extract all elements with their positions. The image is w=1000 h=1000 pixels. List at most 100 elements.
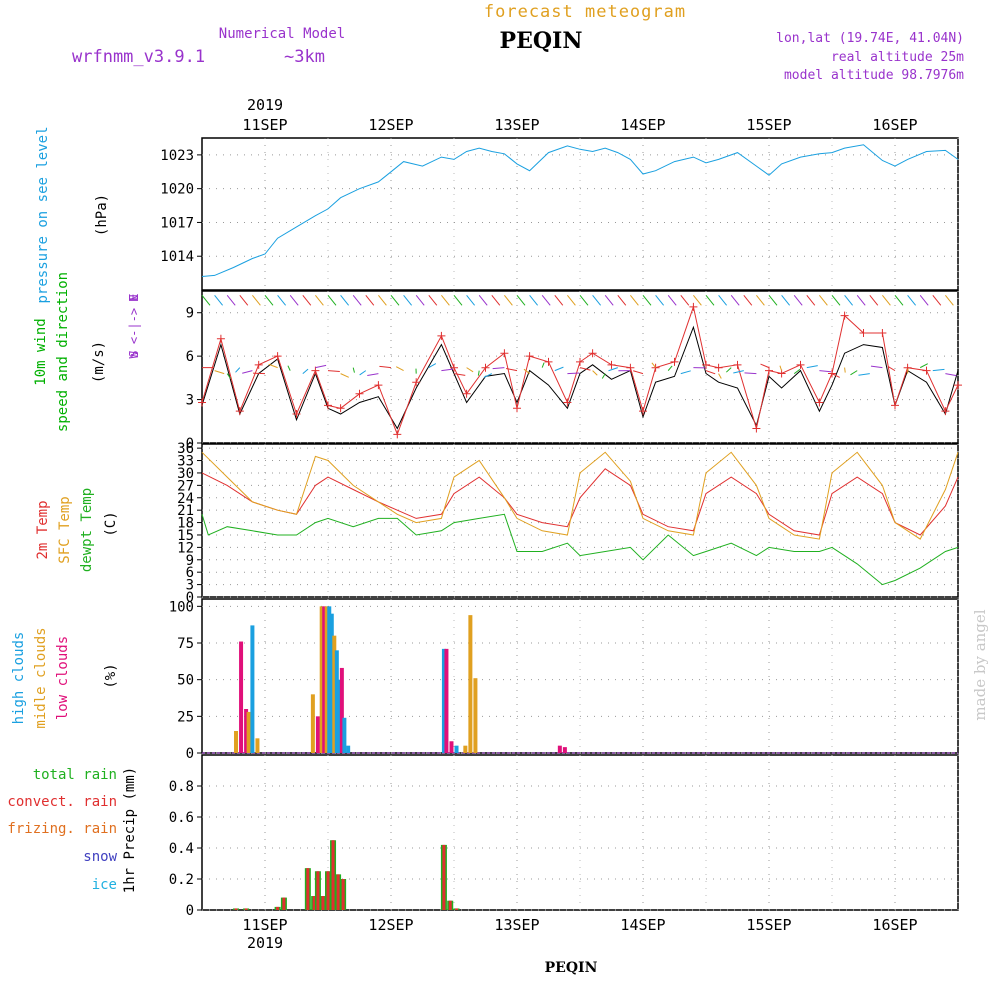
wind-arrow (477, 370, 480, 376)
cloud-bar (463, 745, 468, 753)
y-tick-label: 24 (177, 491, 194, 507)
wind-arrow (869, 295, 879, 306)
wind-arrow (395, 366, 404, 372)
precip-convect-bar (276, 906, 280, 910)
y-tick-label: 50 (177, 673, 194, 689)
wind-arrow (882, 295, 891, 306)
cloud-bar (441, 648, 446, 753)
wind-arrow (592, 295, 601, 306)
wind-gust-point (198, 398, 206, 407)
wind-arrow (554, 366, 564, 372)
cloud-bar (342, 717, 347, 753)
y-tick-label: 1020 (160, 182, 194, 198)
wind-arrow (352, 295, 362, 306)
y-tick-label: 1023 (160, 148, 194, 164)
wind-gust-point (544, 357, 553, 366)
wind-gust-point (607, 360, 616, 369)
y-tick-label: 30 (177, 466, 194, 482)
wind-gust-point (563, 398, 572, 407)
wind-arrow (441, 295, 450, 306)
cloud-bar (337, 679, 342, 753)
precip-convect-bar (448, 900, 452, 910)
precip-convect-bar (321, 896, 325, 910)
wind-arrow (453, 295, 463, 306)
wind-arrow (541, 295, 551, 306)
y-tick-label: 0 (186, 746, 194, 762)
wind-gust-point (689, 302, 698, 311)
y-tick-label: 0 (186, 590, 194, 606)
wind-gust-point (374, 381, 383, 390)
wind-gust-point (878, 328, 887, 337)
wind-gust-point (513, 404, 521, 413)
wind-arrow (466, 295, 475, 306)
top-day-label: 16SEP (872, 116, 917, 134)
wind-arrow (725, 367, 732, 373)
wind-arrow (806, 365, 818, 369)
y-tick-label: 6 (186, 565, 194, 581)
wind-arrow (844, 295, 853, 306)
low-clouds-label: low clouds (55, 636, 71, 720)
wind-gust-point (450, 363, 458, 372)
y-tick-label: 1017 (160, 215, 194, 231)
wind-arrow (523, 368, 530, 375)
wind-arrow (617, 295, 627, 306)
cloud-bar (454, 745, 459, 753)
wind-arrow (592, 370, 598, 376)
y-tick-label: 0 (186, 903, 194, 919)
legend-total-rain: total rain (33, 767, 117, 783)
wind-gust-point (525, 352, 534, 361)
wind-arrow (705, 295, 715, 306)
wind-arrow (359, 370, 367, 376)
wind-arrow (554, 295, 564, 306)
cloud-bar (319, 606, 324, 753)
y-tick-label: 3 (186, 393, 194, 409)
wind-gust-point (462, 389, 471, 398)
wind-gust-point (216, 334, 225, 343)
wind-gust-point (273, 352, 282, 361)
wind-arrow (453, 373, 466, 376)
bottom-day-label: 11SEP (242, 916, 287, 934)
top-day-label: 11SEP (242, 116, 287, 134)
wind-arrow (680, 370, 691, 375)
cloud-bar (339, 667, 344, 753)
wind-arrow (894, 295, 904, 306)
wind-arrow (226, 295, 236, 306)
wind-arrow (760, 363, 770, 369)
wind-gust-point (941, 407, 950, 416)
high-clouds-label: high clouds (11, 632, 27, 725)
compass-south: S (127, 350, 141, 357)
wind-gust-point (311, 366, 320, 375)
y-tick-label: 0.2 (169, 872, 194, 888)
wind-arrow (945, 295, 954, 306)
precip-convect-bar (306, 868, 310, 910)
y-tick-label: 6 (186, 349, 194, 365)
wind-arrow (718, 373, 722, 379)
wind-label-1: 10m wind (33, 318, 49, 385)
wind-arrow (856, 295, 866, 306)
cloud-bar (327, 606, 332, 753)
wind-gust-point (336, 404, 345, 413)
cloud-bar (473, 678, 478, 753)
wind-arrow (327, 370, 340, 372)
cloud-bar (334, 650, 339, 753)
wind-gust-point (626, 363, 635, 372)
wind-arrow (201, 295, 211, 306)
legend-snow: snow (83, 849, 117, 865)
clouds-unit: (%) (103, 663, 119, 688)
wind-gust-point (859, 328, 868, 337)
wind-gust-point (828, 369, 836, 378)
wind-arrow (478, 295, 488, 306)
precip-convect-bar (234, 908, 238, 910)
wind-arrow (730, 295, 740, 306)
wind-gust-point (752, 424, 761, 433)
wind-gust-point (922, 366, 931, 375)
wind-arrow (667, 295, 677, 306)
lonlat-label: lon,lat (19.74E, 41.04N) (776, 31, 964, 46)
wind-arrow (608, 367, 618, 372)
wind-gust-point (733, 360, 742, 369)
y-tick-label: 33 (177, 454, 194, 470)
temp-dewpt-label: dewpt Temp (79, 488, 95, 572)
wind-arrow (601, 373, 606, 379)
wind-arrow (378, 295, 387, 306)
wind-arrow (667, 365, 673, 371)
